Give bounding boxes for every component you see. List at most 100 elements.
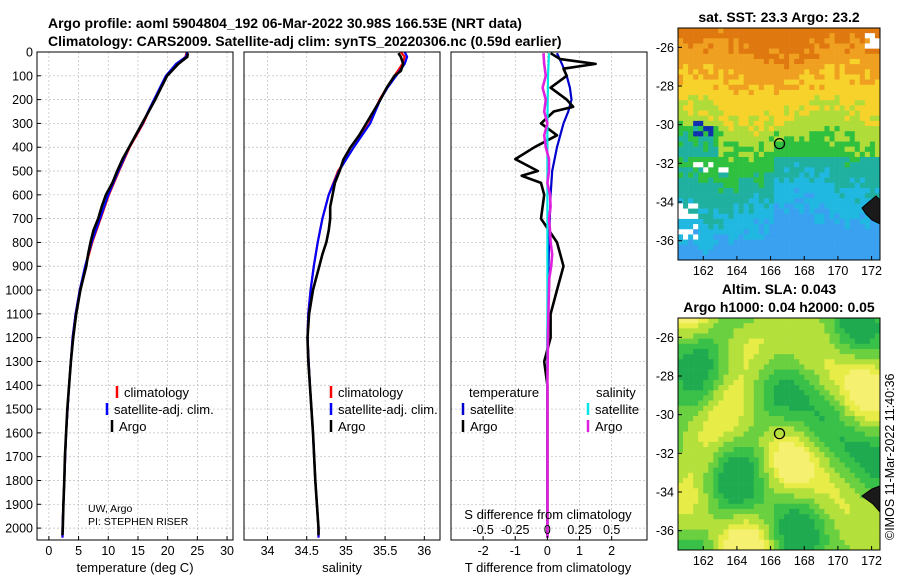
- sla-cell: [688, 431, 694, 437]
- sla-cell: [854, 431, 861, 437]
- sst-cell: [693, 84, 699, 91]
- sla-cell: [814, 390, 820, 396]
- sst-cell: [723, 146, 729, 153]
- sst-cell: [799, 208, 805, 215]
- sla-cell: [748, 338, 755, 345]
- sst-cell: [768, 79, 775, 86]
- sst-cell: [733, 43, 739, 49]
- sst-cell: [743, 151, 749, 158]
- sst-cell: [779, 53, 785, 60]
- sla-cell: [844, 343, 850, 350]
- sla-cell: [854, 472, 861, 479]
- sla-cell: [844, 462, 850, 468]
- sst-cell: [733, 182, 739, 189]
- difference-top-x-label: S difference from climatology: [464, 507, 632, 522]
- sla-cell: [698, 400, 704, 407]
- sla-cell: [743, 348, 749, 355]
- sla-cell: [839, 416, 845, 422]
- sst-cell: [693, 100, 699, 106]
- sla-cell: [713, 457, 719, 463]
- sst-cell: [773, 213, 780, 220]
- sla-cell: [688, 359, 694, 365]
- sla-cell: [854, 498, 861, 505]
- sla-cell: [713, 436, 719, 443]
- sst-cell: [874, 115, 880, 122]
- sla-cell: [844, 524, 850, 530]
- sla-cell: [698, 426, 704, 432]
- sst-cell: [683, 229, 689, 235]
- sla-cell: [864, 436, 871, 443]
- sst-cell: [789, 208, 795, 215]
- sst-cell: [869, 131, 876, 137]
- sst-cell: [708, 131, 714, 137]
- sla-cell: [718, 379, 724, 386]
- sla-cell: [723, 472, 729, 479]
- sla-cell: [683, 457, 689, 463]
- sla-cell: [799, 462, 805, 468]
- sla-cell: [844, 498, 850, 505]
- sla-cell: [869, 416, 876, 422]
- sst-cell: [743, 28, 749, 34]
- sst-cell: [844, 151, 850, 158]
- sla-cell: [748, 503, 755, 510]
- sst-cell: [728, 115, 734, 122]
- sla-cell: [748, 472, 755, 479]
- sst-cell: [799, 84, 805, 91]
- sst-cell: [768, 224, 775, 230]
- sst-cell: [773, 146, 780, 153]
- sst-cell: [683, 131, 689, 137]
- sla-cell: [693, 483, 699, 489]
- sla-cell: [768, 343, 775, 350]
- y-tick-label: 1000: [5, 284, 33, 298]
- sst-cell: [834, 157, 840, 163]
- sla-cell: [688, 534, 694, 541]
- sla-cell: [758, 328, 765, 334]
- sst-cell: [794, 167, 800, 173]
- sst-cell: [854, 43, 861, 49]
- sla-cell: [839, 447, 845, 453]
- sla-cell: [814, 374, 820, 381]
- sla-cell: [688, 374, 694, 381]
- sla-cell: [678, 405, 684, 412]
- sla-cell: [688, 385, 694, 391]
- sla-cell: [859, 390, 866, 396]
- sla-cell: [758, 426, 765, 432]
- sst-cell: [723, 151, 729, 158]
- sst-cell: [854, 249, 861, 256]
- sst-cell: [773, 115, 780, 122]
- sst-cell: [708, 64, 714, 70]
- sla-cell: [713, 348, 719, 355]
- sst-cell: [864, 224, 871, 230]
- sst-cell: [753, 255, 760, 260]
- sla-cell: [698, 385, 704, 391]
- sla-cell: [753, 395, 760, 401]
- sst-cell: [758, 172, 765, 178]
- sla-cell: [768, 395, 775, 401]
- sst-cell: [854, 229, 861, 235]
- sla-cell: [784, 524, 790, 530]
- sla-cell: [824, 379, 830, 386]
- sst-x-ticks: 162 164 166 168 170 172: [693, 256, 882, 278]
- sla-cell: [859, 328, 866, 334]
- sla-cell: [743, 447, 749, 453]
- sst-cell: [824, 218, 830, 225]
- sst-cell: [698, 203, 704, 209]
- sst-cell: [784, 234, 790, 240]
- sla-cell: [768, 318, 775, 324]
- sla-cell: [728, 447, 734, 453]
- sla-cell: [738, 426, 744, 432]
- sla-cell: [819, 539, 825, 546]
- sla-cell: [723, 369, 729, 376]
- sst-cell: [738, 33, 744, 39]
- sla-cell: [849, 436, 856, 443]
- map-x-tick-label: 172: [861, 554, 882, 568]
- sst-cell: [864, 74, 871, 80]
- sla-cell: [779, 369, 785, 376]
- sst-cell: [869, 38, 876, 44]
- sla-cell: [819, 488, 825, 494]
- sst-cell: [859, 74, 866, 80]
- sla-cell: [713, 323, 719, 329]
- sst-cell: [789, 110, 795, 117]
- sla-cell: [784, 514, 790, 520]
- sla-cell: [824, 467, 830, 474]
